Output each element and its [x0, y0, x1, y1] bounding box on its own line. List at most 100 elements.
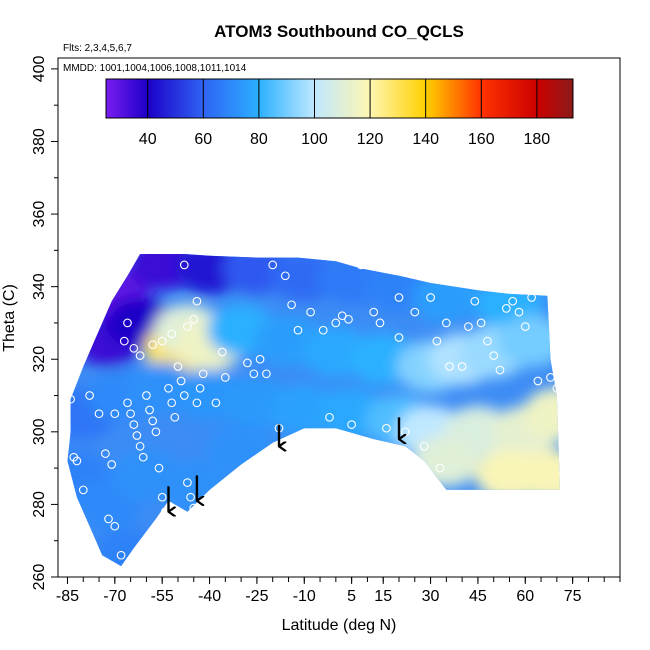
observation-point	[356, 260, 366, 270]
observation-point	[382, 423, 391, 433]
colorbar-gradient	[105, 78, 574, 119]
x-axis: -85 -70 -55 -40 -25 -10 5 15 30 45 60 75	[56, 576, 621, 605]
observation-point	[195, 383, 205, 393]
observation-point	[211, 398, 221, 408]
field-cell-41	[516, 449, 560, 502]
observation-point	[107, 460, 117, 469]
observation-point	[552, 383, 562, 393]
observation-point	[186, 492, 195, 502]
y-tick-label: 320	[31, 346, 48, 373]
observation-point	[142, 391, 151, 400]
colorbar-tick-label: 40	[139, 131, 157, 148]
observation-point	[157, 492, 167, 502]
observation-point	[495, 365, 505, 375]
y-tick-label: 280	[31, 491, 48, 518]
observation-point	[217, 347, 227, 357]
x-tick-label: -40	[198, 588, 221, 605]
observation-point	[514, 307, 524, 317]
observation-points	[66, 249, 562, 560]
observation-point	[325, 412, 334, 422]
observation-point	[123, 318, 132, 328]
y-axis-title: Theta (C)	[1, 284, 18, 352]
x-tick-label: -10	[293, 588, 316, 605]
observation-point	[508, 296, 518, 306]
observation-point	[527, 293, 536, 302]
observation-point	[501, 304, 511, 313]
observation-point	[369, 307, 379, 317]
observation-point	[66, 394, 75, 404]
observation-point	[249, 369, 259, 379]
field-cell-42	[93, 529, 162, 567]
x-tick-label: 75	[564, 588, 582, 605]
observation-point	[331, 318, 341, 328]
colorbar: 40 60 80 100 120 140 160 180	[105, 78, 574, 148]
observation-point	[262, 369, 271, 379]
observation-point	[167, 329, 177, 339]
x-tick-label: 15	[374, 588, 392, 605]
observation-point	[179, 260, 189, 270]
observation-point	[78, 485, 88, 495]
y-tick-label: 340	[31, 273, 48, 300]
observation-point	[533, 376, 543, 386]
observation-point	[167, 398, 177, 408]
observation-point	[183, 478, 192, 487]
colorbar-tick-label: 60	[194, 131, 212, 148]
observation-point	[419, 441, 429, 451]
observation-point	[104, 514, 113, 524]
observation-point	[116, 550, 126, 560]
observation-point	[183, 322, 192, 331]
observation-point	[192, 296, 202, 306]
observation-point	[337, 311, 347, 321]
observation-point	[151, 427, 161, 437]
observation-point	[220, 373, 230, 382]
observation-point	[94, 409, 104, 419]
field-cell-21	[497, 315, 560, 368]
colorbar-tick-label: 160	[468, 131, 495, 148]
observation-point	[344, 314, 353, 324]
observation-point	[189, 503, 199, 513]
observation-point	[154, 463, 164, 473]
observation-point	[135, 441, 145, 451]
x-tick-label: -25	[245, 588, 268, 605]
colorbar-tick-label: 80	[250, 131, 268, 148]
observation-point	[287, 300, 296, 310]
field-cell-33	[522, 387, 560, 440]
colorbar-tick-label: 100	[301, 131, 328, 148]
observation-point	[457, 362, 467, 371]
observation-point	[489, 351, 499, 360]
x-tick-label: 5	[347, 588, 356, 605]
y-tick-label: 400	[31, 55, 48, 82]
observation-point	[110, 521, 120, 531]
observation-point	[110, 409, 120, 419]
observation-point	[280, 271, 290, 281]
y-tick-label: 380	[31, 128, 48, 155]
observation-point	[129, 343, 139, 353]
dates-annotation: MMDD: 1001,1004,1006,1008,1011,1014	[63, 63, 247, 74]
x-axis-title: Latitude (deg N)	[282, 617, 397, 634]
observation-point	[179, 391, 189, 400]
field-cell-7	[412, 271, 481, 324]
observation-point	[138, 452, 148, 462]
observation-point	[410, 307, 420, 317]
observation-point	[129, 420, 139, 429]
observation-point	[426, 293, 435, 302]
observation-point	[520, 322, 530, 331]
x-tick-label: -70	[103, 588, 126, 605]
observation-point	[198, 369, 208, 379]
observation-point	[176, 376, 186, 386]
observation-point	[85, 391, 94, 400]
observation-point	[243, 358, 252, 368]
observation-point	[312, 249, 322, 259]
x-tick-label: 60	[516, 588, 534, 605]
observation-point	[189, 314, 199, 324]
observation-point	[268, 260, 278, 270]
observation-point	[293, 325, 303, 335]
colorbar-tick-label: 140	[412, 131, 439, 148]
observation-point	[306, 307, 315, 317]
observation-point	[394, 333, 404, 342]
field-cell-38	[207, 424, 276, 476]
observation-point	[148, 416, 158, 426]
x-tick-label: 30	[422, 588, 440, 605]
